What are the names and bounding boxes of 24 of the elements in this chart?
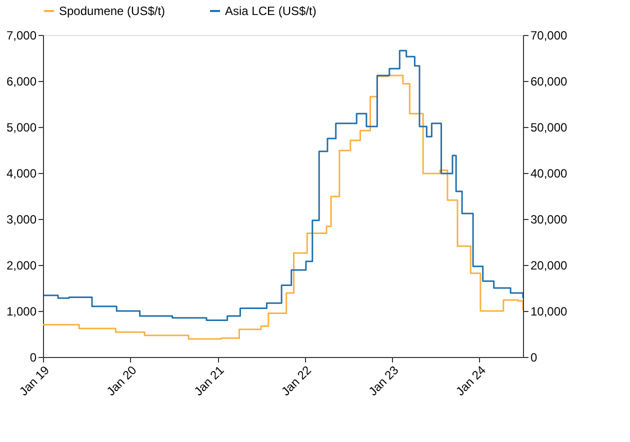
y2-tick-label: 50,000 — [530, 120, 568, 134]
legend-label: Asia LCE (US$/t) — [225, 4, 316, 18]
x-tick-label: Jan 23 — [366, 362, 402, 398]
y-tick-label: 1,000 — [6, 304, 37, 318]
y-tick-label: 6,000 — [6, 74, 37, 88]
legend-label: Spodumene (US$/t) — [59, 4, 166, 18]
y-tick-label: 5,000 — [6, 120, 37, 134]
y-tick-label: 0 — [30, 350, 37, 364]
y-tick-label: 2,000 — [6, 258, 37, 272]
x-tick-label: Jan 19 — [16, 362, 52, 398]
y2-tick-label: 30,000 — [530, 212, 568, 226]
x-tick-label: Jan 20 — [104, 362, 140, 398]
x-tick-label: Jan 24 — [453, 362, 489, 398]
y-tick-label: 3,000 — [6, 212, 37, 226]
y2-tick-label: 10,000 — [530, 304, 568, 318]
y2-tick-label: 60,000 — [530, 74, 568, 88]
x-tick-label: Jan 22 — [278, 362, 314, 398]
x-tick-label: Jan 21 — [191, 362, 227, 398]
y2-tick-label: 20,000 — [530, 258, 568, 272]
y-tick-label: 7,000 — [6, 28, 37, 42]
y2-tick-label: 70,000 — [530, 28, 568, 42]
y2-tick-label: 40,000 — [530, 166, 568, 180]
y-tick-label: 4,000 — [6, 166, 37, 180]
y2-tick-label: 0 — [530, 350, 538, 364]
